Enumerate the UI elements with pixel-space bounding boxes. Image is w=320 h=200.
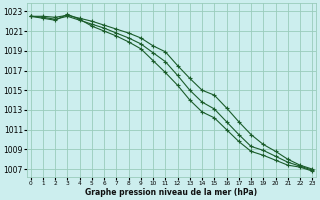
X-axis label: Graphe pression niveau de la mer (hPa): Graphe pression niveau de la mer (hPa) (85, 188, 258, 197)
